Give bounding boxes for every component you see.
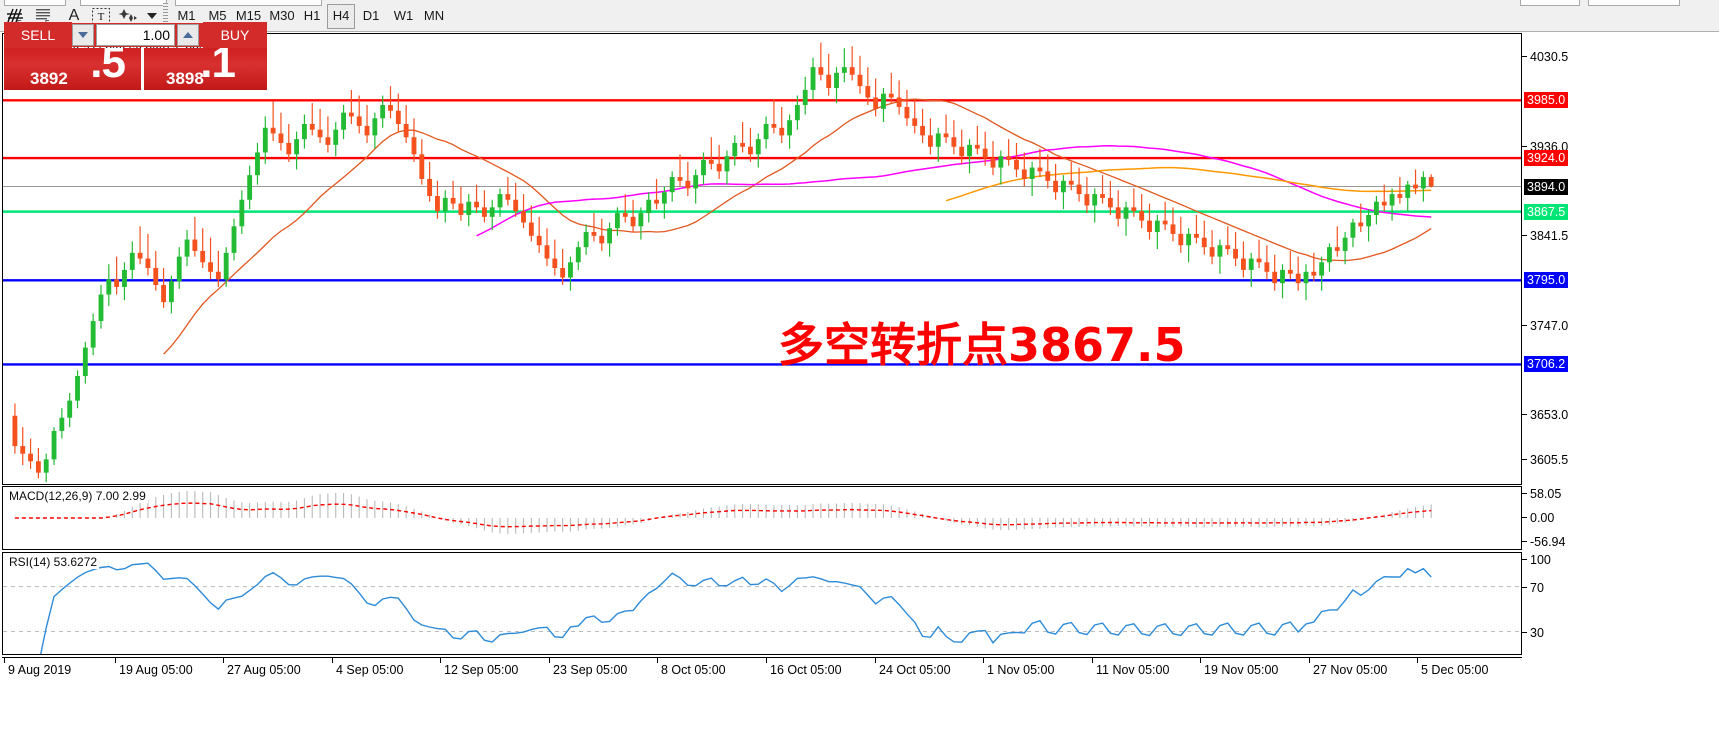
time-label-11: 19 Nov 05:00	[1204, 663, 1279, 677]
text-icon[interactable]: A	[68, 7, 80, 24]
time-tick	[4, 658, 5, 663]
rsi-svg	[3, 562, 1521, 654]
time-label-8: 24 Oct 05:00	[879, 663, 951, 677]
timeframe-h1[interactable]: H1	[303, 8, 321, 23]
time-tick	[1417, 658, 1418, 663]
volume-decrease-button[interactable]	[72, 24, 94, 46]
price-chart-pane[interactable]	[2, 33, 1522, 485]
sell-price-integer: 3892	[30, 69, 68, 88]
time-tick	[223, 658, 224, 663]
buy-price-decimal: .1	[200, 48, 236, 87]
time-label-7: 16 Oct 05:00	[770, 663, 842, 677]
macd-pane[interactable]	[2, 486, 1522, 550]
time-label-9: 1 Nov 05:00	[987, 663, 1055, 677]
price-badge-3894.0[interactable]: 3894.0	[1524, 178, 1569, 195]
volume-input[interactable]: 1.00	[96, 24, 175, 46]
time-tick	[983, 658, 984, 663]
time-label-10: 11 Nov 05:00	[1096, 663, 1170, 677]
timeframe-m30[interactable]: M30	[269, 8, 295, 23]
time-axis[interactable]: 9 Aug 2019 19 Aug 05:00 27 Aug 05:00 4 Sep …	[2, 657, 1522, 686]
rsi-tick-70: 70	[1522, 581, 1544, 595]
price-axis[interactable]: 4030.5 3985.0 3936.0 3924.0 3894.0 3867.5 3841…	[1522, 33, 1719, 485]
rsi-axis: 100 70 30	[1522, 552, 1719, 655]
macd-svg	[14, 491, 1432, 534]
price-badge-3795.0[interactable]: 3795.0	[1524, 272, 1569, 289]
toolbar-grip-row	[0, 0, 1719, 4]
oct-top-row: SELL 1.00 BUY	[4, 22, 267, 48]
time-label-12: 27 Nov 05:00	[1313, 663, 1388, 677]
main-toolbar: E F A T M1 M5 M15 M30 H1 H4 D1 W1 MN	[0, 0, 1719, 32]
svg-text:T: T	[98, 11, 105, 23]
rsi-tick-100: 100	[1522, 553, 1551, 567]
buy-price-display[interactable]: 3898 .1	[144, 48, 267, 90]
macd-axis: 58.05 0.00 -56.94	[1522, 486, 1719, 550]
price-badge-3924.0[interactable]: 3924.0	[1524, 150, 1569, 167]
time-label-6: 8 Oct 05:00	[661, 663, 726, 677]
price-tick-3653.0: 3653.0	[1522, 408, 1568, 422]
price-badge-3867.5[interactable]: 3867.5	[1524, 203, 1569, 220]
buy-price-integer: 3898	[166, 69, 204, 88]
price-tick-3747.0: 3747.0	[1522, 319, 1568, 333]
toolbar-stub-4	[1520, 0, 1580, 6]
buy-button[interactable]: BUY	[203, 22, 267, 48]
timeframe-mn[interactable]: MN	[423, 8, 445, 23]
price-badge-3706.2[interactable]: 3706.2	[1524, 356, 1569, 373]
time-label-0: 9 Aug 2019	[8, 663, 72, 677]
price-tick-3841.5: 3841.5	[1522, 229, 1568, 243]
time-label-3: 4 Sep 05:00	[336, 663, 404, 677]
timeframe-d1[interactable]: D1	[362, 8, 380, 23]
timeframe-w1[interactable]: W1	[393, 8, 414, 23]
time-label-1: 19 Aug 05:00	[119, 663, 193, 677]
time-tick	[1200, 658, 1201, 663]
one-click-trading-panel[interactable]: SELL 1.00 BUY 3892 .5 3898 .1	[4, 22, 267, 90]
chart-annotation: 多空转折点3867.5	[778, 318, 1186, 372]
macd-tick-58.05: 58.05	[1522, 487, 1561, 501]
price-tick-3605.5: 3605.5	[1522, 453, 1568, 467]
sell-price-decimal: .5	[90, 48, 126, 87]
rsi-pane[interactable]	[2, 552, 1522, 655]
time-label-2: 27 Aug 05:00	[227, 663, 301, 677]
price-tick-4030.5: 4030.5	[1522, 50, 1568, 64]
timeframe-m15[interactable]: M15	[235, 8, 262, 23]
rsi-label: RSI(14) 53.6272	[7, 555, 100, 569]
sell-button[interactable]: SELL	[4, 22, 72, 48]
timeframe-h4[interactable]: H4	[327, 4, 355, 29]
macd-label: MACD(12,26,9) 7.00 2.99	[7, 489, 148, 503]
toolbar-stub-5	[1588, 0, 1680, 6]
macd-tick--56.94: -56.94	[1522, 535, 1565, 549]
time-label-5: 23 Sep 05:00	[553, 663, 628, 677]
time-label-4: 12 Sep 05:00	[444, 663, 519, 677]
volume-stepper[interactable]: 1.00	[72, 23, 203, 47]
time-tick	[657, 658, 658, 663]
objects-icon[interactable]	[116, 4, 142, 28]
time-tick	[766, 658, 767, 663]
time-tick	[440, 658, 441, 663]
time-label-13: 5 Dec 05:00	[1421, 663, 1489, 677]
timeframe-m1[interactable]: M1	[177, 8, 196, 23]
time-tick	[875, 658, 876, 663]
time-tick	[1092, 658, 1093, 663]
time-tick	[1309, 658, 1310, 663]
time-tick	[549, 658, 550, 663]
price-candles-svg	[3, 42, 1521, 483]
toolbar-separator	[163, 3, 168, 28]
price-badge-3985.0[interactable]: 3985.0	[1524, 92, 1569, 109]
chevron-down-icon	[78, 32, 88, 38]
chart-workspace: CHINA300-,H4 3904.0 3907.2 3893.1 3894.0…	[0, 33, 1719, 753]
volume-increase-button[interactable]	[177, 24, 199, 46]
toolbar-stub-3	[175, 0, 322, 6]
toolbar-stub-1	[4, 0, 66, 6]
chevron-up-icon	[183, 32, 193, 38]
time-tick	[115, 658, 116, 663]
timeframe-m5[interactable]: M5	[208, 8, 227, 23]
macd-tick-0.00: 0.00	[1522, 511, 1554, 525]
chevron-down-icon[interactable]	[139, 4, 165, 28]
sell-price-display[interactable]: 3892 .5	[4, 48, 141, 90]
rsi-tick-30: 30	[1522, 626, 1544, 640]
time-tick	[332, 658, 333, 663]
